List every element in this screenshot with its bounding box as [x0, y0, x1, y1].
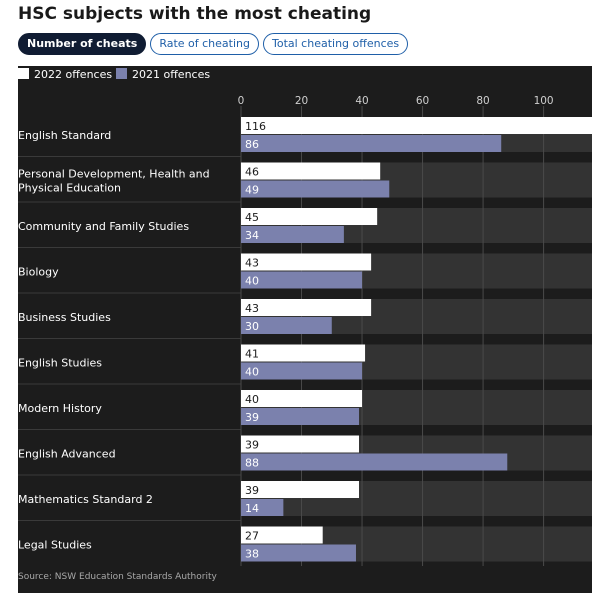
x-tick-label: 100	[534, 95, 554, 107]
data-label-2022: 43	[245, 257, 259, 270]
bar-2021	[241, 271, 363, 289]
bar-2021	[241, 408, 360, 425]
category-label: English Standard	[18, 129, 111, 142]
chart-title: HSC subjects with the most cheating	[18, 4, 372, 24]
x-tick-label: 0	[238, 95, 245, 107]
data-label-2021: 86	[245, 138, 259, 151]
category-label: Modern History	[18, 402, 102, 415]
category-label: English Studies	[18, 357, 102, 370]
bar-2021	[241, 317, 332, 334]
tab-total-cheating-offences[interactable]: Total cheating offences	[262, 33, 409, 55]
category-label: Mathematics Standard 2	[18, 493, 153, 506]
data-label-2022: 46	[245, 166, 259, 179]
chart-panel: 2022 offences 2021 offences 0 20 40 60 80 100 En…	[18, 66, 592, 593]
data-label-2022: 40	[245, 393, 259, 406]
bar-2021	[241, 544, 356, 562]
data-label-2022: 27	[245, 530, 259, 543]
bar-2022	[241, 526, 323, 544]
data-label-2022: 116	[245, 120, 266, 133]
bar-chart: 2022 offences 2021 offences 0 20 40 60 80 100 En…	[18, 68, 592, 566]
bar-2021	[241, 499, 284, 516]
data-label-2022: 39	[245, 484, 259, 497]
metric-tabs: Number of cheats Rate of cheating Total …	[18, 33, 409, 55]
category-label: Biology	[18, 266, 59, 279]
bar-2022	[241, 344, 366, 362]
bar-2021	[241, 135, 502, 152]
category-label: Community and Family Studies	[18, 220, 189, 233]
category-label: Legal Studies	[18, 539, 92, 552]
data-label-2021: 34	[245, 229, 259, 242]
legend-label-2021: 2021 offences	[132, 68, 210, 81]
bar-2021	[241, 362, 363, 380]
data-label-2022: 41	[245, 348, 259, 361]
data-label-2021: 38	[245, 548, 259, 561]
data-label-2021: 40	[245, 275, 259, 288]
bar-2022	[241, 117, 592, 134]
data-label-2022: 39	[245, 439, 259, 452]
bar-2022	[241, 253, 372, 271]
data-label-2022: 43	[245, 302, 259, 315]
data-label-2022: 45	[245, 211, 259, 224]
tab-rate-of-cheating[interactable]: Rate of cheating	[150, 33, 259, 55]
category-label: Business Studies	[18, 311, 111, 324]
data-label-2021: 39	[245, 411, 259, 424]
data-label-2021: 40	[245, 366, 259, 379]
tab-number-of-cheats[interactable]: Number of cheats	[18, 33, 147, 55]
x-tick-label: 80	[476, 95, 489, 107]
legend-swatch-2021	[116, 68, 127, 79]
bar-2022	[241, 299, 372, 316]
legend-label-2022: 2022 offences	[34, 68, 112, 81]
bar-2022	[241, 162, 381, 180]
x-tick-label: 40	[355, 95, 368, 107]
category-label: English Advanced	[18, 448, 116, 461]
data-label-2021: 88	[245, 457, 259, 470]
bar-2021	[241, 453, 508, 471]
legend-swatch-2022	[18, 68, 29, 79]
bar-2022	[241, 435, 360, 453]
source-note: Source: NSW Education Standards Authorit…	[18, 572, 217, 582]
category-label: Personal Development, Health and Physical…	[18, 168, 210, 195]
data-label-2021: 49	[245, 184, 259, 197]
bar-2022	[241, 390, 363, 407]
bar-2021	[241, 180, 390, 198]
data-label-2021: 30	[245, 320, 259, 333]
x-tick-label: 60	[416, 95, 429, 107]
bar-2021	[241, 226, 344, 243]
data-label-2021: 14	[245, 502, 259, 515]
bar-2022	[241, 481, 360, 498]
x-tick-label: 20	[295, 95, 308, 107]
bar-2022	[241, 208, 378, 225]
